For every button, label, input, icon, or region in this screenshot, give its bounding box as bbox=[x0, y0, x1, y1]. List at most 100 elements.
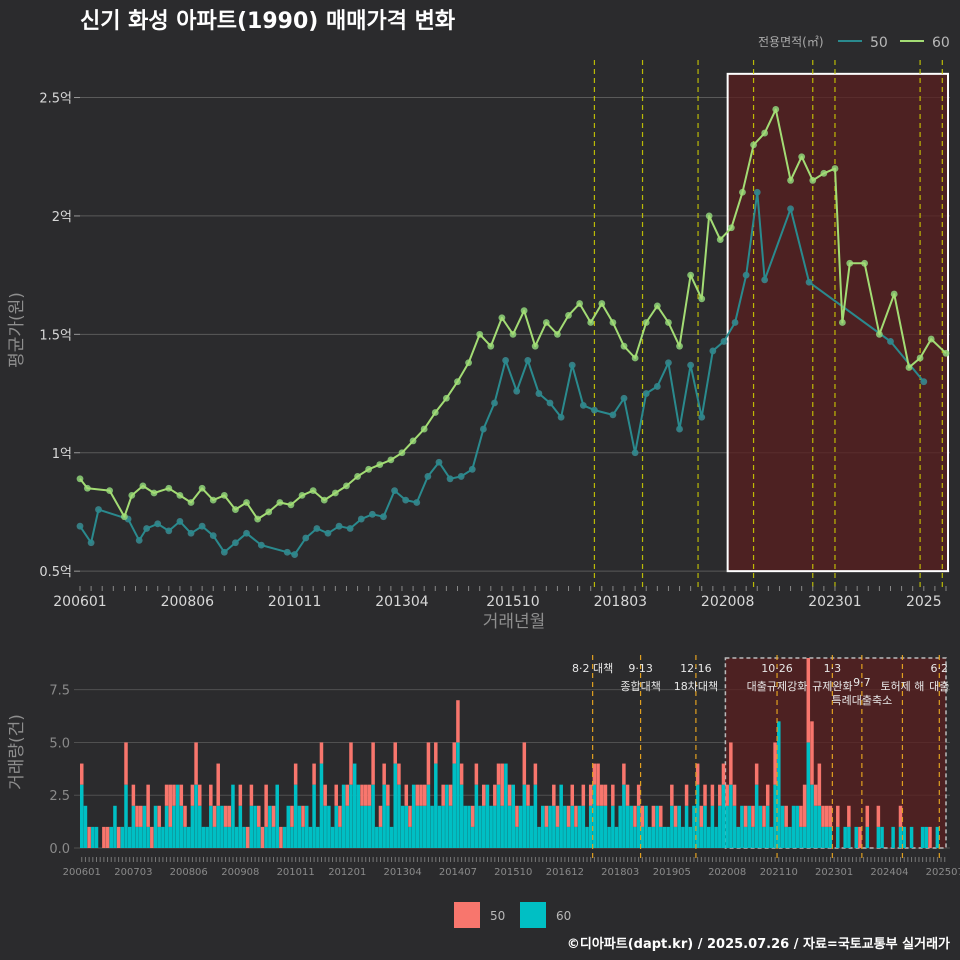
volume-bar-50 bbox=[87, 826, 91, 848]
volume-bar-50 bbox=[164, 784, 169, 806]
chart-title: 신기 화성 아파트(1990) 매매가격 변화 bbox=[80, 9, 455, 34]
volume-bar-60 bbox=[655, 805, 659, 848]
volume-bar-60 bbox=[408, 826, 412, 848]
volume-bar-50 bbox=[496, 763, 501, 785]
volume-bar-50 bbox=[806, 658, 811, 743]
volume-bar-50 bbox=[762, 805, 766, 827]
volume-bar-60 bbox=[341, 784, 346, 848]
volume-bar-50 bbox=[588, 784, 593, 806]
volume-bar-60 bbox=[588, 805, 593, 848]
volume-bar-50 bbox=[522, 742, 527, 785]
volume-bar-60 bbox=[666, 826, 670, 848]
volume-bar-60 bbox=[740, 805, 744, 848]
legend-bar-60-swatch bbox=[520, 902, 546, 928]
volume-bar-50 bbox=[725, 784, 729, 806]
volume-bar-60 bbox=[898, 826, 903, 848]
volume-bar-60 bbox=[360, 805, 364, 848]
volume-bar-60 bbox=[647, 826, 652, 848]
volume-bar-50 bbox=[651, 805, 656, 827]
price-x-tick-label: 200806 bbox=[161, 594, 215, 610]
volume-bar-60 bbox=[718, 805, 722, 848]
volume-bar-60 bbox=[769, 826, 774, 848]
volume-bar-60 bbox=[404, 805, 409, 848]
volume-bar-50 bbox=[216, 763, 220, 806]
volume-x-tick-label: 200601 bbox=[63, 867, 101, 878]
volume-bar-60 bbox=[430, 805, 434, 848]
volume-bar-60 bbox=[249, 805, 254, 848]
legend-60-label: 60 bbox=[932, 35, 950, 51]
volume-bar-60 bbox=[496, 784, 501, 848]
volume-bar-60 bbox=[293, 784, 298, 848]
volume-bar-50 bbox=[555, 805, 560, 827]
volume-bar-50 bbox=[695, 763, 700, 785]
volume-bar-60 bbox=[190, 805, 195, 848]
volume-bar-60 bbox=[135, 826, 139, 848]
volume-bar-60 bbox=[316, 826, 320, 848]
volume-bar-60 bbox=[109, 826, 114, 848]
volume-bar-60 bbox=[817, 805, 822, 848]
volume-bar-60 bbox=[659, 826, 663, 848]
volume-bar-60 bbox=[636, 805, 641, 848]
volume-bar-60 bbox=[338, 826, 342, 848]
volume-bar-60 bbox=[386, 805, 390, 848]
price-highlight-box bbox=[726, 72, 950, 573]
volume-bar-60 bbox=[91, 826, 95, 848]
volume-bar-50 bbox=[105, 826, 110, 848]
volume-bar-60 bbox=[574, 826, 578, 848]
volume-bar-60 bbox=[319, 763, 324, 848]
volume-bar-60 bbox=[625, 805, 630, 848]
volume-bar-60 bbox=[585, 826, 589, 848]
volume-highlight-box bbox=[724, 657, 947, 849]
volume-bar-50 bbox=[533, 763, 538, 785]
volume-bar-50 bbox=[754, 763, 759, 785]
volume-bar-60 bbox=[308, 826, 313, 848]
volume-bar-50 bbox=[334, 784, 338, 806]
volume-bar-60 bbox=[419, 805, 423, 848]
volume-bar-60 bbox=[83, 805, 88, 848]
volume-bar-50 bbox=[260, 826, 265, 848]
volume-bar-50 bbox=[799, 805, 803, 827]
volume-bar-50 bbox=[264, 784, 268, 827]
volume-bar-60 bbox=[201, 826, 206, 848]
volume-x-tick-label: 200703 bbox=[114, 867, 152, 878]
volume-bar-60 bbox=[382, 784, 386, 848]
volume-bar-60 bbox=[677, 805, 681, 848]
volume-bar-60 bbox=[684, 805, 689, 848]
volume-bar-50 bbox=[397, 763, 401, 785]
volume-bar-50 bbox=[131, 784, 136, 806]
volume-bar-50 bbox=[393, 742, 397, 764]
volume-bar-50 bbox=[301, 805, 305, 827]
volume-bar-60 bbox=[253, 805, 257, 848]
volume-y-tick-label: 5.0 bbox=[49, 736, 70, 751]
volume-bar-60 bbox=[356, 784, 361, 848]
price-chart: 0.5억 1억 1.5억 2억 2.5억 200601 200806 201011 201304… bbox=[39, 60, 950, 610]
volume-bar-50 bbox=[751, 805, 755, 827]
policy-annotation-label: 특례대출축소 bbox=[831, 694, 892, 707]
policy-annotation-date: 8·2 대책 bbox=[572, 662, 613, 675]
price-x-tick-label: 200601 bbox=[53, 594, 106, 610]
volume-x-tick-label: 201304 bbox=[384, 867, 422, 878]
volume-bar-50 bbox=[150, 826, 154, 848]
volume-bar-50 bbox=[526, 784, 530, 806]
volume-bar-60 bbox=[555, 826, 560, 848]
volume-bar-50 bbox=[625, 784, 630, 806]
volume-bar-60 bbox=[223, 826, 228, 848]
volume-bar-60 bbox=[113, 805, 117, 848]
volume-x-tick-label: 201011 bbox=[277, 867, 315, 878]
volume-bar-60 bbox=[843, 826, 847, 848]
volume-bar-60 bbox=[802, 826, 807, 848]
volume-bar-60 bbox=[552, 805, 556, 848]
volume-bar-50 bbox=[810, 721, 814, 785]
volume-bar-50 bbox=[146, 784, 150, 827]
volume-bar-50 bbox=[249, 784, 254, 806]
volume-bar-60 bbox=[847, 826, 851, 848]
price-y-axis-label: 평균가(원) bbox=[7, 292, 27, 368]
volume-bar-60 bbox=[600, 805, 604, 848]
volume-bar-60 bbox=[345, 805, 350, 848]
volume-bar-60 bbox=[194, 784, 198, 848]
volume-bar-50 bbox=[386, 784, 390, 806]
volume-bar-60 bbox=[363, 805, 368, 848]
volume-bar-60 bbox=[836, 826, 840, 848]
volume-bar-60 bbox=[441, 805, 445, 848]
